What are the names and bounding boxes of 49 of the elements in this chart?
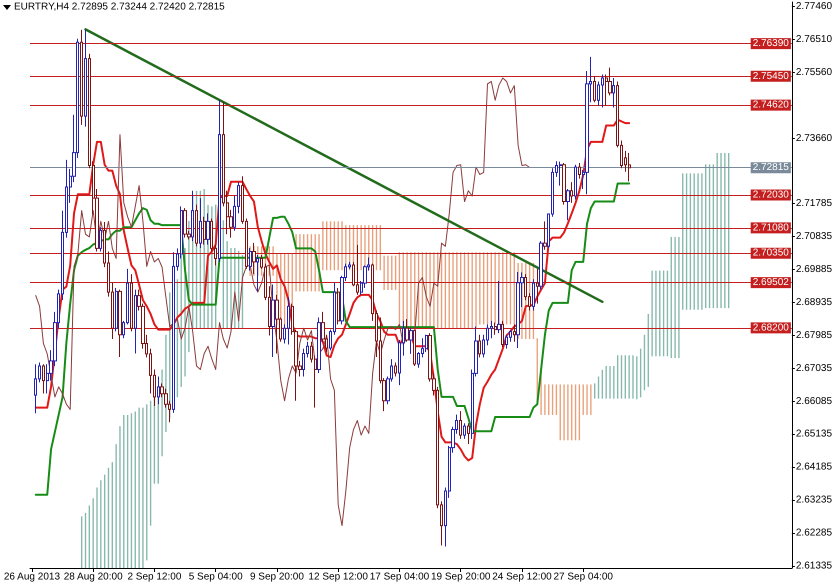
ref-line-label: 2.72815 — [752, 162, 790, 174]
x-tick-label: 26 Aug 2013 — [4, 572, 60, 582]
x-tick-label: 12 Sep 12:00 — [308, 572, 368, 582]
candlestick — [271, 284, 275, 358]
chart-title: EURTRY,H4 2.72895 2.73244 2.72420 2.72815 — [14, 2, 226, 12]
ref-line-label: 2.69502 — [752, 277, 790, 288]
candlestick — [459, 410, 462, 440]
line-series — [35, 78, 530, 526]
x-tick-label: 19 Sep 20:00 — [430, 572, 491, 582]
y-tick-label: 2.75560 — [796, 66, 832, 78]
x-tick-label: 2 Sep 12:00 — [127, 572, 182, 582]
y-tick-label: 2.76510 — [796, 34, 832, 45]
candlestick — [218, 100, 221, 262]
y-tick-label: 2.71785 — [796, 198, 832, 209]
y-tick-label: 2.68935 — [796, 296, 832, 308]
y-tick-label: 2.62285 — [796, 528, 832, 539]
y-tick-label: 2.66085 — [796, 396, 832, 407]
y-tick-label: 2.69885 — [796, 264, 832, 275]
ref-line-label: 2.74620 — [752, 100, 790, 111]
ref-line-label: 2.76390 — [752, 38, 790, 50]
x-tick-label: 9 Sep 20:00 — [250, 572, 304, 582]
x-tick-label: 24 Sep 12:00 — [492, 572, 552, 582]
line-series — [34, 182, 630, 496]
x-tick-label: 5 Sep 04:00 — [188, 572, 244, 582]
y-tick-label: 2.65135 — [796, 428, 832, 440]
candlestick — [118, 289, 122, 358]
line-series — [34, 118, 630, 462]
ref-line-label: 2.72030 — [752, 189, 790, 200]
candlestick — [413, 329, 416, 367]
y-tick-label: 2.77460 — [796, 1, 832, 12]
candlestick — [628, 152, 631, 182]
y-tick-label: 2.67985 — [796, 330, 832, 341]
y-tick-label: 2.63235 — [796, 494, 832, 506]
ref-line-label: 2.71080 — [752, 222, 790, 234]
y-tick-label: 2.61335 — [796, 560, 832, 572]
candlestick — [42, 364, 45, 394]
y-tick-label: 2.67035 — [796, 362, 832, 374]
ref-line-label: 2.75450 — [752, 70, 790, 82]
y-tick-label: 2.73660 — [796, 132, 832, 144]
candlestick — [601, 74, 604, 108]
x-tick-label: 27 Sep 04:00 — [553, 572, 614, 582]
y-tick-label: 2.64185 — [796, 462, 832, 473]
ref-line-label: 2.70350 — [752, 248, 790, 259]
x-tick-label: 17 Sep 04:00 — [370, 572, 430, 582]
ref-line-label: 2.68200 — [752, 322, 790, 334]
y-tick-label: 2.70835 — [796, 230, 832, 242]
candlestick — [34, 364, 37, 414]
x-tick-label: 28 Aug 20:00 — [64, 572, 124, 582]
candlestick — [574, 164, 577, 200]
